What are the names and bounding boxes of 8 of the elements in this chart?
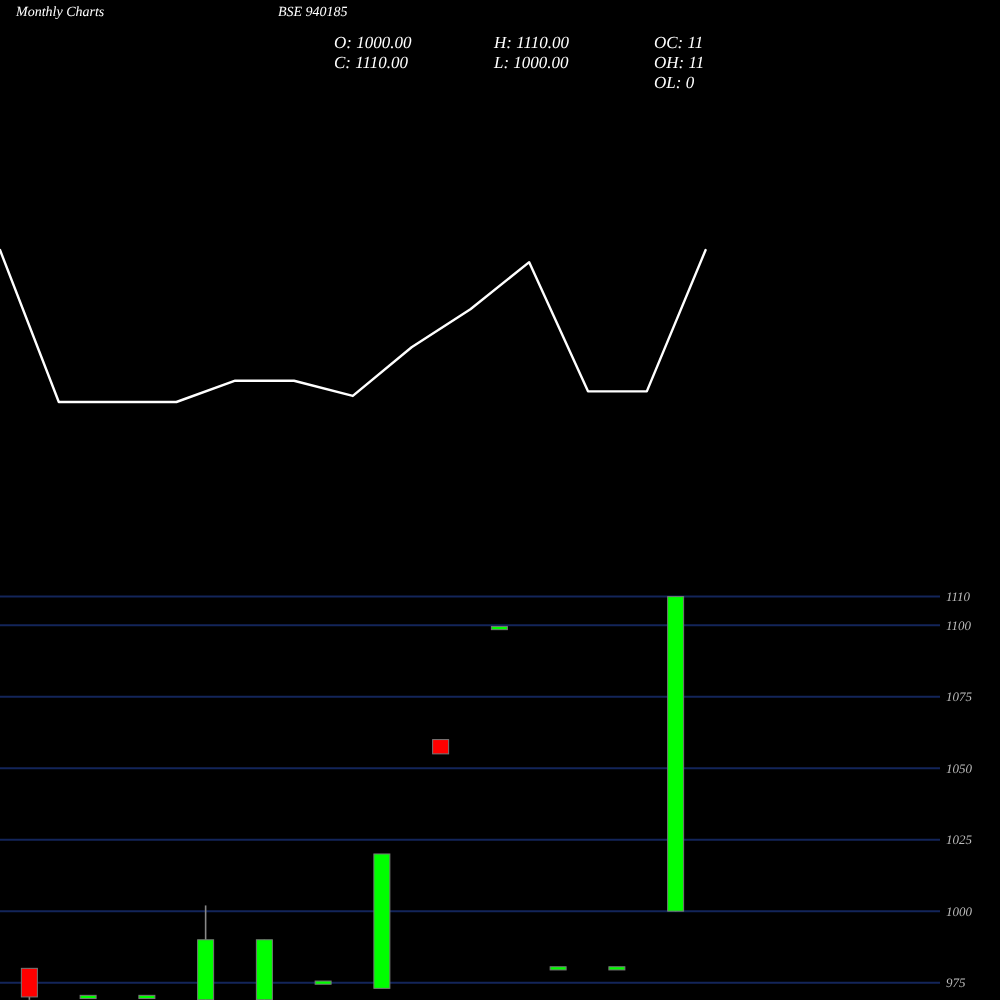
text: L: 1000.00 [492,52,571,72]
text: O: 1000.00 [334,32,413,52]
text: C: 1110.00 [334,52,410,72]
candlestick [20,967,38,1000]
text: H: 1110.00 [492,32,571,52]
text: OL: 0 [654,72,696,92]
text: OH: 11 [654,52,705,72]
text: OC: 11 [654,32,704,52]
